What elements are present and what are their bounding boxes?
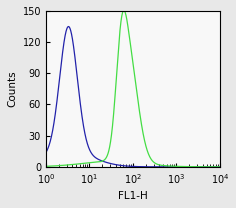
Y-axis label: Counts: Counts bbox=[7, 71, 17, 107]
X-axis label: FL1-H: FL1-H bbox=[118, 191, 148, 201]
